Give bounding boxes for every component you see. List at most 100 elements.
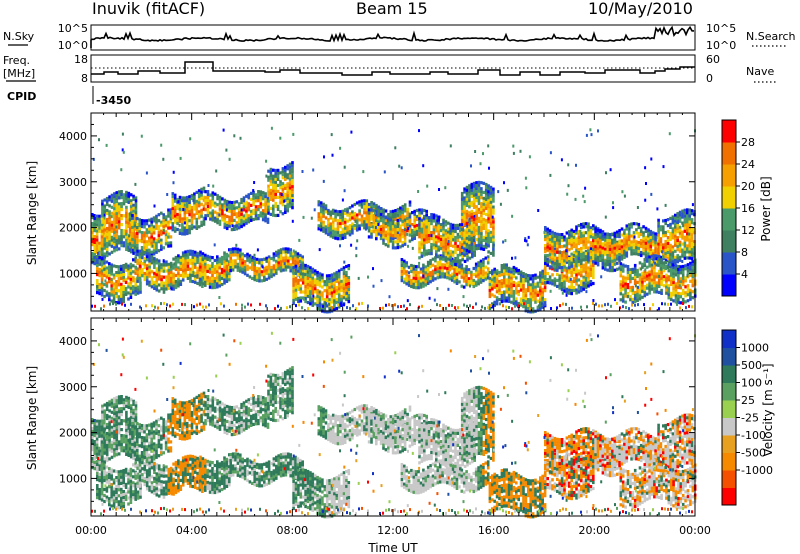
- power-cell: [493, 300, 496, 304]
- power-cell: [429, 280, 432, 284]
- power-cell: [592, 263, 595, 268]
- power-cell: [243, 260, 247, 264]
- power-cell: [426, 266, 430, 270]
- power-cell: [606, 260, 609, 264]
- power-cell: [204, 271, 207, 275]
- power-cell: [505, 278, 508, 282]
- power-cell: [125, 208, 128, 212]
- power-cell: [236, 262, 240, 266]
- power-cell: [103, 252, 107, 256]
- power-cell: [270, 265, 273, 270]
- power-cell: [274, 189, 277, 194]
- power-cell: [167, 235, 170, 239]
- power-cell: [296, 261, 300, 265]
- power-cell: [348, 227, 352, 231]
- power-cell: [171, 195, 175, 199]
- power-cell: [399, 209, 402, 213]
- power-cell: [592, 227, 595, 231]
- power-cell: [120, 232, 123, 236]
- power-cell: [167, 214, 170, 218]
- power-cell: [679, 265, 683, 269]
- power-cell: [487, 244, 490, 248]
- power-cell: [465, 221, 469, 225]
- power-cell: [181, 263, 185, 267]
- power-cell: [477, 183, 481, 187]
- power-cell: [446, 270, 449, 274]
- power-cell: [112, 297, 116, 301]
- freq-tick-high: 18: [74, 53, 88, 66]
- power-cell: [451, 262, 455, 266]
- power-cell: [677, 267, 680, 272]
- power-cell: [136, 267, 139, 271]
- power-cell: [659, 237, 663, 241]
- power-cell: [394, 234, 397, 238]
- power-cell: [328, 280, 331, 284]
- power-cell: [414, 271, 418, 275]
- power-cell: [201, 264, 205, 268]
- power-cell: [122, 300, 125, 304]
- power-cell: [101, 250, 104, 254]
- power-cell: [264, 204, 267, 208]
- power-cell: [284, 195, 287, 199]
- power-cell: [103, 282, 106, 287]
- power-cell: [678, 240, 682, 244]
- power-cell: [434, 265, 437, 269]
- power-cell: [178, 207, 182, 211]
- power-cell: [543, 283, 547, 287]
- power-cell: [169, 282, 173, 286]
- power-cell: [276, 195, 280, 199]
- power-cell: [202, 186, 206, 190]
- power-cell: [432, 240, 436, 244]
- power-cell: [531, 289, 535, 293]
- power-cell: [243, 263, 247, 267]
- power-cell: [148, 274, 151, 278]
- power-cell: [274, 201, 277, 206]
- power-cell: [626, 292, 630, 296]
- power-cell: [423, 238, 426, 242]
- power-cell: [229, 266, 232, 270]
- power-cell: [446, 267, 449, 271]
- power-cell: [272, 195, 275, 199]
- power-cell: [301, 290, 305, 294]
- power-cell: [242, 199, 246, 203]
- power-cell: [546, 245, 549, 249]
- power-cell: [472, 272, 476, 277]
- power-cell: [195, 226, 199, 230]
- power-cell: [206, 275, 209, 279]
- power-cell: [98, 256, 101, 260]
- power-cell: [519, 282, 523, 286]
- power-cell: [329, 231, 333, 235]
- power-cell: [447, 245, 450, 249]
- power-cell: [418, 226, 421, 230]
- power-cell: [558, 254, 561, 258]
- power-cell: [233, 224, 236, 228]
- power-cell: [160, 229, 163, 233]
- power-cell: [629, 271, 632, 275]
- power-cell: [288, 201, 292, 205]
- power-cell: [613, 237, 617, 241]
- power-cell: [470, 185, 474, 189]
- power-cell: [644, 229, 648, 233]
- power-cell: [313, 269, 317, 273]
- power-cell: [492, 223, 495, 227]
- power-cell: [431, 272, 435, 276]
- power-cell: [592, 251, 595, 255]
- power-cell: [382, 223, 385, 227]
- power-cell: [190, 220, 194, 225]
- power-cell: [406, 213, 409, 217]
- power-cell: [527, 274, 530, 278]
- power-cell: [129, 283, 133, 287]
- power-cell: [484, 265, 488, 269]
- power-cell: [333, 305, 336, 309]
- power-cell: [311, 291, 315, 295]
- power-cell: [93, 244, 96, 248]
- power-cell: [465, 209, 469, 213]
- power-cell: [580, 255, 583, 260]
- power-cell: [101, 241, 104, 245]
- power-cell: [405, 276, 408, 280]
- power-cell: [242, 208, 246, 212]
- power-cell: [100, 232, 104, 236]
- power-cell: [653, 269, 656, 273]
- power-cell: [427, 225, 431, 229]
- power-cell: [654, 241, 657, 245]
